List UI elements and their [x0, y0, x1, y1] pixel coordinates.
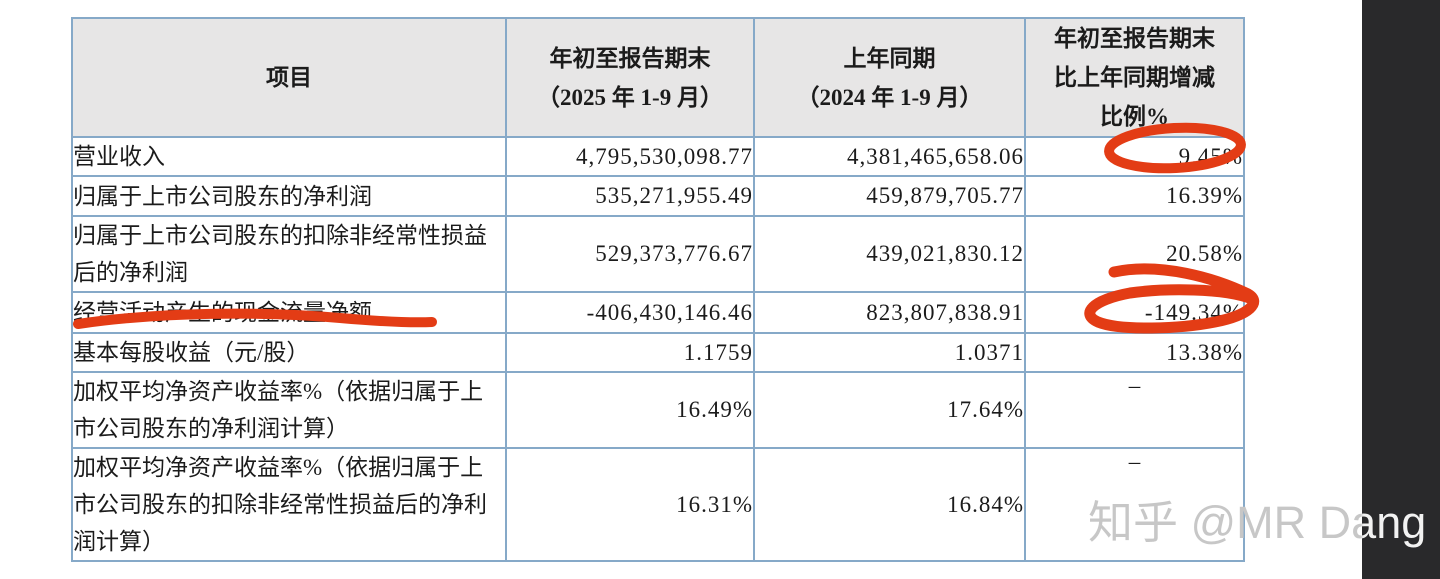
- row-change-value: 13.38%: [1024, 332, 1245, 373]
- row-prior-value: 439,021,830.12: [753, 215, 1026, 293]
- row-current-value: 529,373,776.67: [505, 215, 755, 293]
- row-item-label: 归属于上市公司股东的净利润: [71, 175, 507, 217]
- zhihu-watermark: 知乎 @MR Dang: [1088, 486, 1426, 551]
- header-prior-line2: （2024 年 1-9 月）: [796, 84, 983, 110]
- row-item-label: 经营活动产生的现金流量净额: [71, 291, 507, 334]
- row-current-value: 1.1759: [505, 332, 755, 373]
- header-change-pct: 年初至报告期末 比上年同期增减 比例%: [1024, 17, 1245, 138]
- table-row-weighted-roe-net: 加权平均净资产收益率%（依据归属于上市公司股东的净利润计算） 16.49% 17…: [71, 371, 1245, 449]
- row-change-value: -149.34%: [1024, 291, 1245, 334]
- dark-background-strip: [1362, 0, 1440, 579]
- row-change-value: –: [1024, 371, 1245, 449]
- row-item-label: 营业收入: [71, 136, 507, 177]
- header-item-label: 项目: [266, 65, 312, 90]
- row-current-value: -406,430,146.46: [505, 291, 755, 334]
- row-item-label: 加权平均净资产收益率%（依据归属于上市公司股东的净利润计算）: [71, 371, 507, 449]
- row-item-label: 基本每股收益（元/股）: [71, 332, 507, 373]
- row-change-value: 20.58%: [1024, 215, 1245, 293]
- table-row-weighted-roe-excl-nonrecurring: 加权平均净资产收益率%（依据归属于上市公司股东的扣除非经常性损益后的净利润计算）…: [71, 447, 1245, 562]
- row-prior-value: 823,807,838.91: [753, 291, 1026, 334]
- header-current-period: 年初至报告期末 （2025 年 1-9 月）: [505, 17, 755, 138]
- row-current-value: 4,795,530,098.77: [505, 136, 755, 177]
- row-change-value: –: [1024, 447, 1245, 562]
- row-item-label: 归属于上市公司股东的扣除非经常性损益后的净利润: [71, 215, 507, 293]
- row-current-value: 16.49%: [505, 371, 755, 449]
- table-row-net-profit: 归属于上市公司股东的净利润 535,271,955.49 459,879,705…: [71, 175, 1245, 217]
- row-prior-value: 1.0371: [753, 332, 1026, 373]
- row-prior-value: 17.64%: [753, 371, 1026, 449]
- header-item: 项目: [71, 17, 507, 138]
- table-row-basic-eps: 基本每股收益（元/股） 1.1759 1.0371 13.38%: [71, 332, 1245, 373]
- header-current-line2: （2025 年 1-9 月）: [537, 84, 723, 110]
- row-prior-value: 459,879,705.77: [753, 175, 1026, 217]
- row-item-label: 加权平均净资产收益率%（依据归属于上市公司股东的扣除非经常性损益后的净利润计算）: [71, 447, 507, 562]
- header-change-line3: 比例%: [1100, 104, 1169, 129]
- row-current-value: 16.31%: [505, 447, 755, 562]
- table-row-revenue: 营业收入 4,795,530,098.77 4,381,465,658.06 9…: [71, 136, 1245, 177]
- financial-summary-table: 项目 年初至报告期末 （2025 年 1-9 月） 上年同期 （2024 年 1…: [71, 17, 1245, 562]
- header-prior-period: 上年同期 （2024 年 1-9 月）: [753, 17, 1026, 138]
- table-row-net-profit-excl-nonrecurring: 归属于上市公司股东的扣除非经常性损益后的净利润 529,373,776.67 4…: [71, 215, 1245, 293]
- row-change-value: 16.39%: [1024, 175, 1245, 217]
- row-current-value: 535,271,955.49: [505, 175, 755, 217]
- row-prior-value: 4,381,465,658.06: [753, 136, 1026, 177]
- table-row-operating-cash-flow: 经营活动产生的现金流量净额 -406,430,146.46 823,807,83…: [71, 291, 1245, 334]
- table-header-row: 项目 年初至报告期末 （2025 年 1-9 月） 上年同期 （2024 年 1…: [71, 17, 1245, 138]
- header-change-line1: 年初至报告期末: [1054, 26, 1215, 51]
- header-change-line2: 比上年同期增减: [1054, 65, 1215, 90]
- header-current-line1: 年初至报告期末: [549, 45, 711, 71]
- row-change-value: 9.45%: [1024, 136, 1245, 177]
- row-prior-value: 16.84%: [753, 447, 1026, 562]
- header-prior-line1: 上年同期: [843, 45, 936, 71]
